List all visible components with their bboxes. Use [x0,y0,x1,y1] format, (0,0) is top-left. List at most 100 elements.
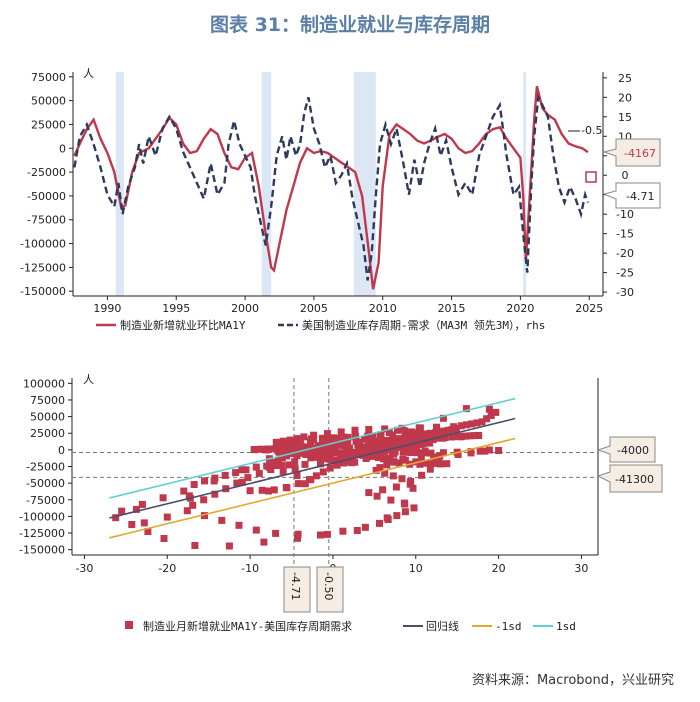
scatter-point [312,449,319,457]
right-value-label: -0.5 [581,124,602,137]
scatter-point [242,466,250,474]
scatter-point [225,542,233,550]
top-y-left-tick-label: -25000 [27,166,66,179]
scatter-point [344,449,352,457]
top-x-tick-label: 2005 [300,302,328,315]
scatter-point [381,448,389,456]
scatter-point [144,528,152,535]
scatter-point [353,527,361,534]
scatter-point [392,439,400,447]
top-y-right-tick-label: 15 [618,111,632,124]
scatter-point [286,436,294,444]
bottom-y-tick-label: 0 [58,444,65,457]
scatter-point [267,466,275,473]
scatter-point [334,441,342,448]
scatter-point [390,458,398,466]
bottom-y-tick-label: 75000 [30,394,65,407]
scatter-point [376,519,383,527]
scatter-point [283,441,291,448]
scatter-point [351,426,359,434]
scatter-point [235,521,243,529]
scatter-point [361,523,369,531]
scatter-point [409,432,417,440]
scatter-point [262,446,270,454]
scatter-point [293,435,301,443]
scatter-point [337,428,345,436]
legend-minus-sd-label: -1sd [495,620,522,633]
scatter-point [410,504,418,512]
scatter-point [415,424,423,432]
scatter-point [159,494,167,502]
scatter-point [273,462,281,469]
callout-hline-2 [596,464,663,493]
scatter-point [191,542,199,549]
scatter-point [401,430,409,438]
scatter-point [440,427,448,435]
scatter-point [210,477,218,485]
minus-1sd-line [109,437,516,539]
scatter-point [294,480,302,488]
bottom-y-tick-label: 50000 [30,411,65,424]
recession-band-3 [523,72,527,296]
scatter-point [485,446,493,454]
top-y-right-tick-label: -25 [616,267,634,280]
top-y-left-tick-label: 50000 [31,95,66,108]
regression-lines [109,397,516,539]
scatter-point [450,423,458,431]
scatter-point [238,478,246,486]
scatter-point [251,446,259,454]
scatter-point [190,481,198,488]
scatter-point [483,415,491,423]
scatter-point [474,432,482,439]
scatter-point [293,452,301,460]
scatter-point [471,432,479,440]
scatter-point [270,486,278,494]
scatter-point [306,476,313,484]
scatter-point [337,451,345,459]
top-x-tick-label: 2010 [369,302,397,315]
scatter-point [294,530,302,538]
scatter-point [381,469,389,477]
top-x-tick-label: 2015 [438,302,466,315]
bottom-y-tick-label: -125000 [19,527,65,540]
scatter-point [337,433,345,441]
scatter-point [426,429,434,437]
scatter-point [218,516,226,524]
scatter-point [112,514,120,522]
scatter-point [185,492,193,500]
bottom-x-tick-label: 20 [492,562,506,575]
scatter-point [376,464,384,472]
scatter-point [272,438,280,446]
scatter-point [300,433,308,441]
scatter-point [163,513,171,521]
scatter-point [317,460,324,468]
top-y-left-tick-label: -100000 [20,238,66,251]
scatter-point [383,514,391,522]
scatter-point [349,452,357,459]
top-y-left-tick-label: 25000 [31,118,66,131]
scatter-point [252,463,260,471]
scatter-point [278,445,286,453]
scatter-point [278,454,286,462]
scatter-point [340,442,348,450]
bottom-x-tick-label: 30 [574,562,588,575]
callout-employment [602,138,661,167]
top-y-left-tick-label: -75000 [27,214,66,227]
callout-inventory-text: -4.71 [626,190,654,203]
scatter-point [332,445,340,453]
scatter-point [385,456,393,464]
scatter-point [238,466,246,474]
scatter-point [487,412,495,419]
scatter-point [403,437,411,445]
scatter-point [369,433,377,441]
scatter-point [485,405,493,413]
scatter-point [387,496,395,504]
scatter-point [407,478,415,485]
bottom-y-tick-label: -150000 [19,544,65,557]
scatter-point [467,448,475,456]
recession-band-1 [261,72,272,296]
scatter-point [232,469,240,477]
scatter-point [406,449,414,456]
scatter-point [376,432,384,440]
scatter-point [379,486,387,494]
